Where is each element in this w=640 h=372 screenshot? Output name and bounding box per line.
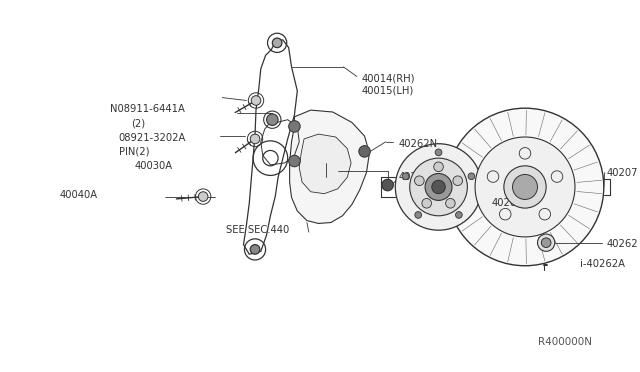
Polygon shape [290,110,369,224]
Circle shape [445,199,455,208]
Circle shape [453,176,463,186]
Circle shape [435,149,442,156]
Circle shape [415,212,422,218]
Text: 40222: 40222 [398,172,430,182]
Circle shape [410,158,467,216]
Text: PIN(2): PIN(2) [118,147,149,156]
Text: (2): (2) [131,119,145,129]
Text: 40262: 40262 [607,239,638,248]
Circle shape [382,179,394,191]
Text: 40202: 40202 [492,198,523,208]
Text: SEE SEC.440: SEE SEC.440 [226,225,289,235]
Text: 08921-3202A: 08921-3202A [118,133,186,143]
Circle shape [541,238,551,247]
Circle shape [475,137,575,237]
Text: 40207: 40207 [607,167,638,177]
Circle shape [513,174,538,199]
Circle shape [250,134,260,144]
Circle shape [434,162,444,171]
Text: R400000N: R400000N [538,337,592,347]
Text: i-40262A: i-40262A [580,259,625,269]
Circle shape [432,180,445,194]
Circle shape [415,176,424,186]
Circle shape [403,173,409,180]
Circle shape [359,146,371,157]
Circle shape [456,212,462,218]
Circle shape [425,173,452,201]
Circle shape [273,38,282,48]
Circle shape [267,114,278,125]
Circle shape [289,121,300,132]
Text: 40262N: 40262N [398,139,437,149]
Text: 40014(RH): 40014(RH) [362,73,415,83]
Circle shape [468,173,475,180]
Polygon shape [300,134,351,194]
Circle shape [250,245,260,254]
Circle shape [396,144,482,230]
Text: 40030A: 40030A [135,161,173,171]
Circle shape [504,166,546,208]
Circle shape [538,234,555,251]
Circle shape [289,155,300,167]
Circle shape [251,96,260,105]
Text: 40015(LH): 40015(LH) [362,86,414,96]
Text: N08911-6441A: N08911-6441A [110,104,185,114]
Text: 40040A: 40040A [60,190,98,200]
Circle shape [198,192,208,201]
Circle shape [422,199,431,208]
Circle shape [446,108,604,266]
